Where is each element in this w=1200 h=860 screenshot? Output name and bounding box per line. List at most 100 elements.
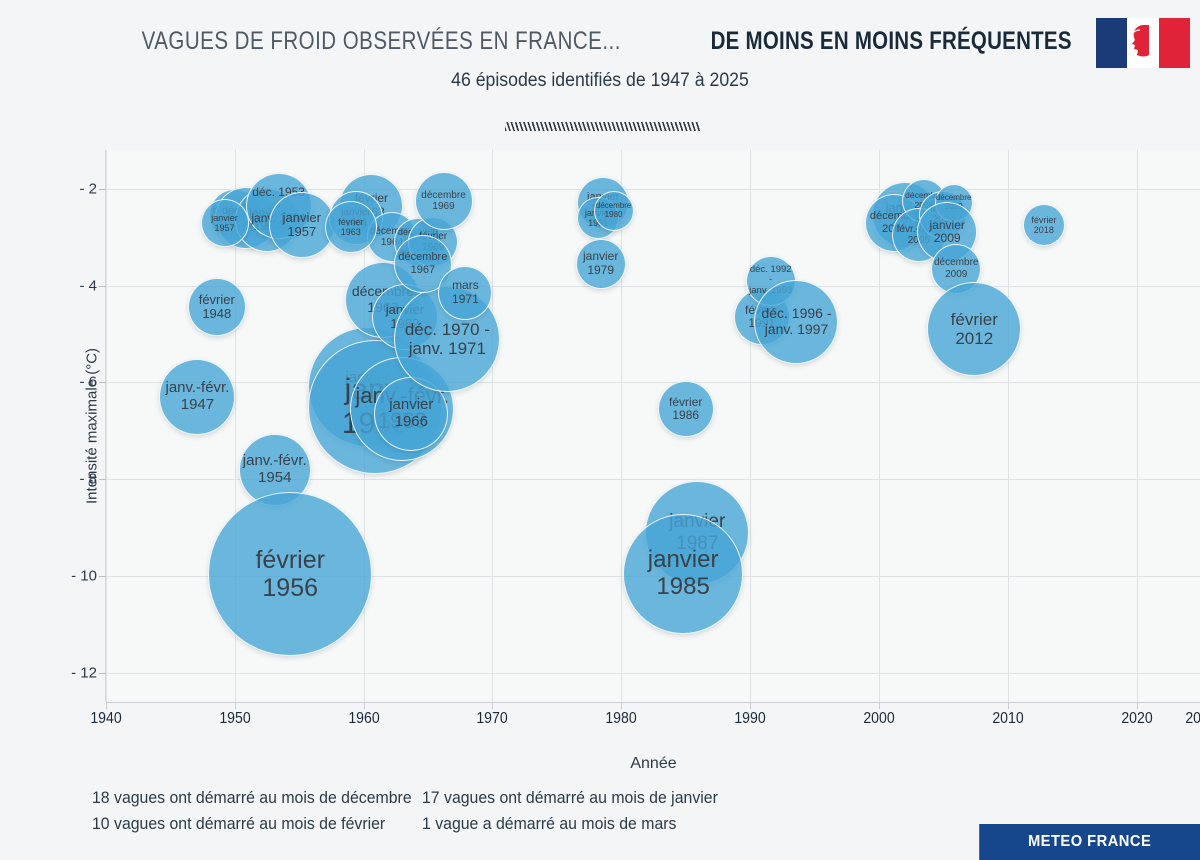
bubble-point[interactable]: déc. 1996 - janv. 1997 (754, 279, 839, 364)
x-tick-label: 1990 (734, 710, 766, 727)
footnote-column-right: 17 vagues ont démarré au mois de janvier… (422, 786, 842, 837)
bubble-label: décembre 2009 (934, 257, 979, 280)
bubble-label: février 1986 (669, 394, 703, 423)
bubble-label: janvier 2009 (929, 217, 965, 246)
bubble-point[interactable]: février 2018 (1022, 204, 1065, 247)
x-tick-label: 1960 (347, 710, 380, 727)
flag-white-band (1127, 18, 1159, 68)
bubble-point[interactable]: décembre 1969 (414, 171, 473, 230)
bubble-point[interactable]: janvier 1957 (268, 192, 335, 259)
flag-blue-band (1096, 18, 1127, 68)
french-flag-logo (1096, 18, 1190, 68)
bubble-label: décembre 1964 (369, 225, 415, 249)
x-tick-mark (878, 702, 880, 709)
x-tick-mark (492, 702, 494, 709)
x-tick-label: 2020 (1120, 710, 1153, 727)
x-axis-line (106, 702, 1200, 703)
bubble-point[interactable]: décembre 1980 (593, 190, 634, 231)
y-tick-label: - 12 (71, 664, 97, 682)
bubble-label: déc. 1970 - janv. 1971 (404, 319, 490, 358)
title-part-2: DE MOINS EN MOINS FRÉQUENTES (710, 27, 1072, 55)
bubble-label: février 1956 (255, 545, 325, 602)
y-tick-label: - 8 (79, 470, 97, 488)
x-tick-label: 1970 (476, 710, 509, 727)
bubble-point[interactable]: février 1986 (657, 381, 714, 438)
x-gridline (878, 150, 880, 702)
x-tick-mark (234, 702, 236, 709)
bubble-label: janvier 1957 (282, 209, 321, 240)
footnote-february: 10 vagues ont démarré au mois de février (92, 814, 386, 833)
bubble-label: janvier 1957 (211, 212, 238, 233)
y-tick-mark (99, 188, 106, 190)
y-tick-label: - 6 (79, 373, 97, 391)
y-tick-mark (99, 285, 106, 287)
footnote-january: 17 vagues ont démarré au mois de janvier (422, 789, 718, 807)
bubble-point[interactable]: février 1948 (187, 278, 246, 337)
bubble-point[interactable]: février 1956 (208, 491, 373, 656)
bubble-label: déc. 1996 - janv. 1997 (761, 305, 832, 337)
x-gridline (621, 150, 623, 702)
footnotes: 18 vagues ont démarré au mois de décembr… (92, 786, 992, 837)
x-tick-mark (621, 702, 623, 709)
bubble-point[interactable]: janvier 1985 (623, 513, 744, 634)
y-tick-mark (99, 479, 106, 481)
bubble-point[interactable]: janvier 1957 (200, 198, 249, 247)
y-tick-label: - 2 (79, 180, 97, 198)
bubble-label: janv.-févr. 1954 (242, 451, 307, 486)
bubble-label: décembre 1967 (398, 251, 448, 276)
bubble-label: janv.-févr. 1947 (165, 379, 230, 413)
bubble-label: décembre 1969 (421, 189, 466, 212)
bubble-label: janvier 1966 (389, 396, 434, 430)
y-gridline (106, 479, 1200, 481)
bubble-chart-plot-area: 1940 1950 1960 1970 1980 1990 2000 2010 2020 2025… (71, 150, 1200, 772)
y-gridline (106, 285, 1200, 287)
x-tick-mark (750, 702, 752, 709)
y-tick-label: - 4 (79, 277, 97, 295)
bubble-label: février 2018 (1031, 214, 1057, 236)
x-axis-label: Année (630, 755, 677, 772)
y-gridline (106, 382, 1200, 384)
y-tick-mark (99, 382, 106, 384)
y-tick-mark (99, 576, 106, 578)
y-gridline (106, 672, 1200, 674)
y-axis-label: Intensité maximale (°C) (83, 347, 101, 505)
x-tick-mark (1136, 702, 1138, 709)
x-tick-label: 2010 (992, 710, 1024, 727)
bubble-label: février 1948 (198, 291, 235, 322)
x-tick-label: 1980 (605, 710, 637, 727)
x-gridline (1007, 150, 1009, 702)
decorative-hatch-divider (505, 122, 700, 131)
bubble-point[interactable]: janvier 1979 (575, 238, 626, 289)
y-tick-mark (99, 672, 106, 674)
bubble-point[interactable]: janv.-févr. 1947 (159, 358, 236, 435)
footnote-march: 1 vague a démarré au mois de mars (422, 814, 677, 833)
x-gridline (106, 150, 107, 702)
meteo-france-logo: METEO FRANCE (979, 824, 1200, 860)
x-gridline (234, 150, 236, 702)
x-gridline (492, 150, 494, 702)
marianne-icon (1131, 25, 1149, 57)
bubble-label: décembre 1980 (595, 200, 632, 219)
title-part-1: VAGUES DE FROID OBSERVÉES EN FRANCE... (141, 27, 621, 55)
x-gridline (1136, 150, 1138, 702)
page-title: VAGUES DE FROID OBSERVÉES EN FRANCE... DE… (0, 27, 1200, 56)
bubble-label: mars 1971 (452, 278, 479, 306)
bubble-label: janvier 1979 (582, 249, 619, 277)
bubble-label: janvier 1985 (647, 545, 719, 600)
x-tick-mark (363, 702, 365, 709)
header: VAGUES DE FROID OBSERVÉES EN FRANCE... DE… (0, 0, 1200, 131)
y-tick-label: - 10 (71, 567, 97, 585)
x-tick-mark (106, 702, 107, 709)
footnote-column-left: 18 vagues ont démarré au mois de décembr… (92, 786, 422, 837)
footnote-december: 18 vagues ont démarré au mois de décembr… (92, 789, 412, 807)
page-subtitle: 46 épisodes identifiés de 1947 à 2025 (451, 70, 749, 91)
y-gridline (106, 188, 1200, 190)
x-tick-label: 2025 (1185, 710, 1200, 727)
bubble-point[interactable]: mars 1971 (438, 265, 493, 320)
x-tick-label: 1950 (219, 710, 251, 727)
